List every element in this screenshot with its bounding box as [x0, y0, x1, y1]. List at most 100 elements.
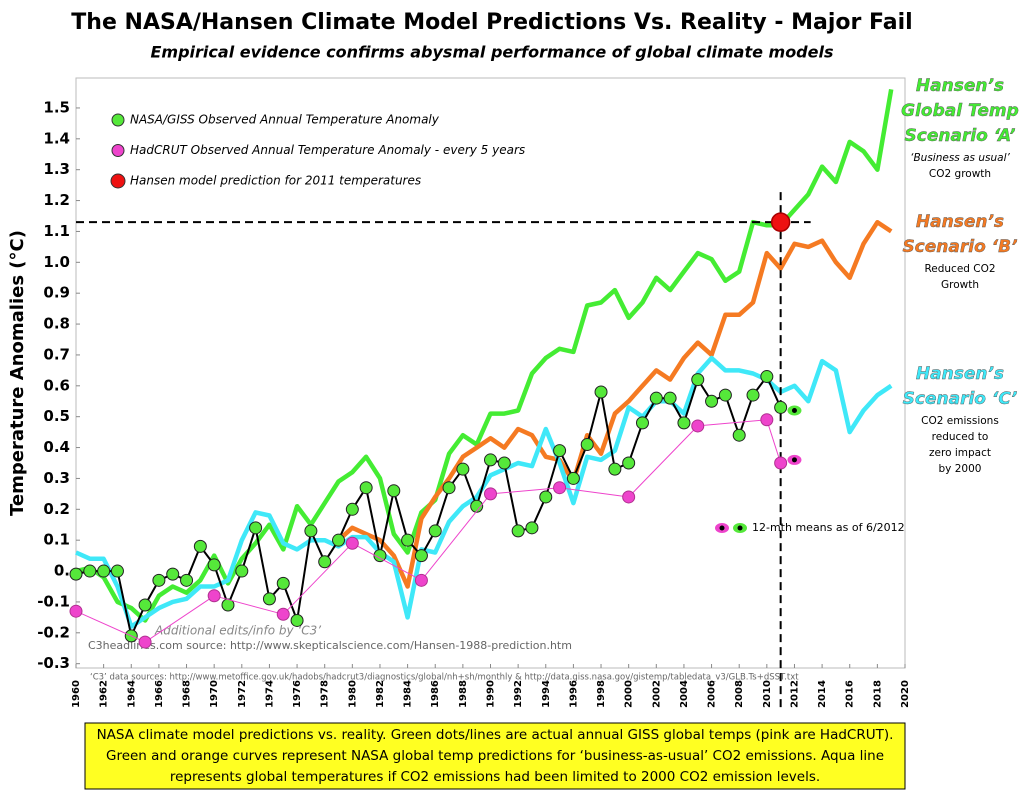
scenario-note: ‘Business as usual’ — [910, 152, 1010, 164]
data-point — [456, 462, 470, 476]
scenario-heading: Scenario ‘A’ — [905, 126, 1016, 146]
data-point — [566, 471, 580, 485]
data-point — [152, 573, 166, 587]
data-point — [691, 419, 705, 433]
x-tick-label: 1980 — [347, 680, 358, 708]
data-point — [774, 456, 788, 470]
x-tick-label: 2010 — [762, 680, 773, 708]
twelve-month-key-core — [719, 525, 725, 531]
legend-marker — [111, 113, 125, 127]
x-tick-label: 1974 — [264, 680, 275, 708]
chart-title: The NASA/Hansen Climate Model Prediction… — [71, 10, 912, 35]
data-point — [207, 589, 221, 603]
x-tick-label: 2018 — [872, 680, 883, 708]
y-tick-label: 1.4 — [43, 129, 70, 147]
twelve-month-label: 12-mth means as of 6/2012 — [752, 521, 905, 534]
data-point — [622, 456, 636, 470]
y-axis-label: Temperature Anomalies (°C) — [7, 230, 28, 516]
data-point — [484, 487, 497, 501]
data-point — [691, 373, 705, 387]
legend-marker — [110, 173, 126, 189]
data-point — [442, 481, 456, 495]
y-tick-label: -0.3 — [37, 654, 70, 672]
x-tick-label: 1992 — [513, 680, 524, 708]
data-point — [663, 391, 677, 405]
data-point — [553, 481, 567, 495]
y-tick-label: 1.1 — [43, 222, 70, 240]
x-tick-label: 1984 — [403, 680, 414, 708]
data-point — [69, 604, 83, 618]
data-point — [345, 536, 359, 550]
scenario-note: zero impact — [929, 447, 991, 459]
data-point — [746, 388, 760, 402]
x-tick-label: 1982 — [375, 680, 386, 708]
data-point — [166, 567, 180, 581]
footer-box — [84, 722, 906, 790]
x-tick-label: 1986 — [430, 680, 441, 708]
data-point — [290, 613, 304, 627]
data-point — [760, 370, 774, 384]
y-tick-label: 1.3 — [43, 160, 70, 178]
twelve-month-key-core — [737, 525, 743, 531]
x-tick-label: 2014 — [817, 680, 828, 708]
data-point — [83, 564, 97, 578]
data-point — [69, 567, 83, 581]
data-point — [677, 416, 691, 430]
data-point — [649, 391, 663, 405]
scenario-line — [336, 219, 893, 589]
scenario-heading: Scenario ‘C’ — [903, 389, 1018, 409]
data-point — [484, 453, 497, 467]
y-tick-label: 0.8 — [43, 315, 70, 333]
scenario-heading: Hansen’s — [916, 212, 1004, 232]
data-point — [332, 533, 346, 547]
x-tick-label: 1972 — [237, 680, 248, 708]
prediction-point — [770, 212, 791, 232]
y-tick-label: 1.0 — [43, 253, 70, 271]
x-tick-label: 2002 — [651, 680, 662, 708]
scenario-heading: Global Temp — [901, 101, 1019, 121]
data-point — [760, 413, 774, 427]
x-tick-label: 1990 — [486, 680, 497, 708]
data-point — [608, 462, 622, 476]
data-point — [359, 481, 373, 495]
y-tick-label: 0.7 — [43, 345, 70, 363]
data-sources: ‘C3’ data sources: http://www.metoffice.… — [90, 673, 799, 683]
scenario-note: Reduced CO2 — [924, 263, 995, 275]
y-tick-label: 1.5 — [43, 98, 70, 116]
data-point — [525, 521, 539, 535]
footer-text: Green and orange curves represent NASA g… — [106, 748, 884, 764]
x-tick-label: 1978 — [320, 680, 331, 708]
data-point — [553, 444, 567, 458]
scenario-note: by 2000 — [939, 463, 982, 475]
x-tick-label: 1994 — [541, 680, 552, 708]
data-point — [705, 394, 719, 408]
data-point — [262, 592, 276, 606]
data-point — [345, 502, 359, 516]
y-tick-label: -0.1 — [37, 592, 70, 610]
scenario-note: CO2 emissions — [921, 415, 999, 427]
data-point — [622, 490, 636, 504]
y-tick-label: 0.3 — [43, 469, 70, 487]
y-tick-label: -0.2 — [37, 623, 70, 641]
legend-label: HadCRUT Observed Annual Temperature Anom… — [130, 143, 525, 157]
data-point — [304, 524, 318, 538]
credit: Additional edits/info by ‘C3’ — [154, 624, 321, 638]
data-point — [635, 416, 649, 430]
x-tick-label: 2006 — [707, 680, 718, 708]
data-point — [732, 428, 746, 442]
data-point — [401, 533, 415, 547]
x-tick-label: 2000 — [624, 680, 635, 708]
footer-text: NASA climate model predictions vs. reali… — [97, 727, 894, 743]
scenario-note: Growth — [941, 279, 979, 291]
data-point — [276, 576, 290, 590]
scenario-heading: Hansen’s — [916, 364, 1004, 384]
scenario-note: CO2 growth — [929, 168, 991, 180]
y-tick-label: 0.1 — [43, 531, 70, 549]
x-tick-label: 2004 — [679, 680, 690, 708]
data-point — [97, 564, 111, 578]
x-tick-label: 2016 — [845, 680, 856, 708]
y-tick-label: 0.6 — [43, 376, 70, 394]
data-point — [594, 385, 608, 399]
data-point — [718, 388, 732, 402]
